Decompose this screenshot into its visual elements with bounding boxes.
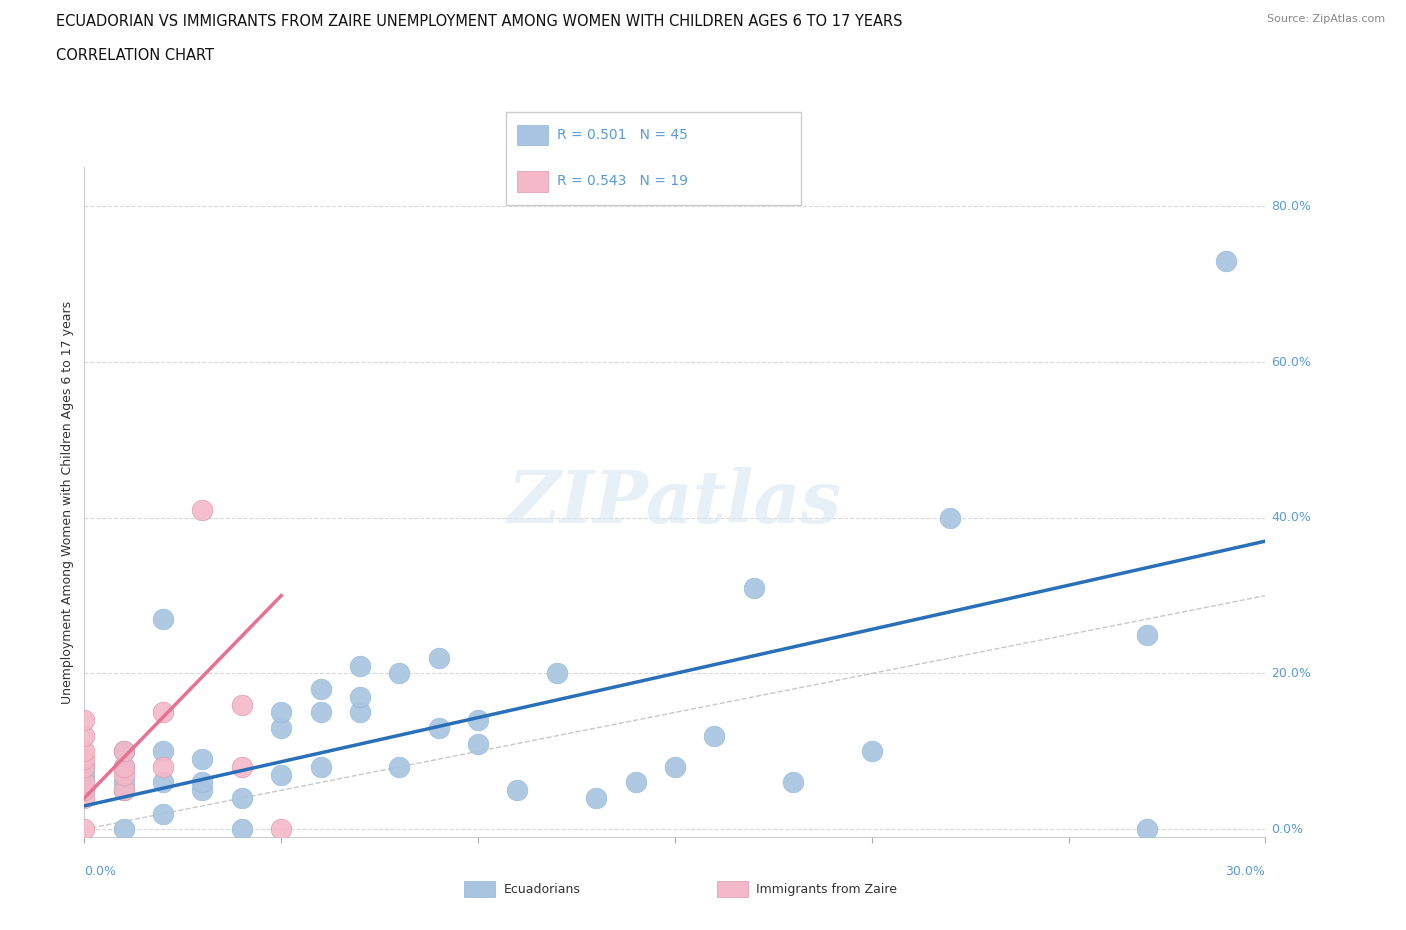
Text: Ecuadorians: Ecuadorians [503,883,581,896]
Point [270,705,292,720]
Point [152,612,174,627]
Point [309,682,332,697]
Point [231,698,253,712]
Point [270,767,292,782]
Point [939,511,962,525]
Point [349,689,371,704]
Point [73,790,96,805]
Point [73,751,96,766]
Point [152,806,174,821]
Point [73,767,96,782]
Point [231,760,253,775]
Point [112,744,135,759]
Point [191,751,214,766]
Point [112,744,135,759]
Text: R = 0.501   N = 45: R = 0.501 N = 45 [557,127,688,142]
Point [349,705,371,720]
Point [231,822,253,837]
Point [309,760,332,775]
Point [1136,822,1159,837]
Text: 30.0%: 30.0% [1226,865,1265,878]
Point [73,822,96,837]
Point [349,658,371,673]
Point [624,775,647,790]
Point [664,760,686,775]
Point [73,783,96,798]
Text: 0.0%: 0.0% [84,865,117,878]
Text: R = 0.543   N = 19: R = 0.543 N = 19 [557,174,688,189]
Point [742,580,765,595]
Point [112,760,135,775]
Point [1136,627,1159,642]
Y-axis label: Unemployment Among Women with Children Ages 6 to 17 years: Unemployment Among Women with Children A… [60,300,75,704]
Point [112,783,135,798]
Point [112,767,135,782]
Point [309,705,332,720]
Point [427,650,450,665]
Point [270,822,292,837]
Point [506,783,529,798]
Point [270,721,292,736]
Point [191,502,214,517]
Point [73,775,96,790]
Point [467,737,489,751]
Point [388,760,411,775]
Point [152,775,174,790]
Point [152,760,174,775]
Text: 20.0%: 20.0% [1271,667,1310,680]
Text: ECUADORIAN VS IMMIGRANTS FROM ZAIRE UNEMPLOYMENT AMONG WOMEN WITH CHILDREN AGES : ECUADORIAN VS IMMIGRANTS FROM ZAIRE UNEM… [56,14,903,29]
Point [112,783,135,798]
Point [467,712,489,727]
Point [112,822,135,837]
Point [388,666,411,681]
Point [73,712,96,727]
Text: ZIPatlas: ZIPatlas [508,467,842,538]
Point [546,666,568,681]
Point [73,728,96,743]
Point [152,744,174,759]
Text: 60.0%: 60.0% [1271,355,1310,368]
Point [585,790,607,805]
Point [112,760,135,775]
Text: 80.0%: 80.0% [1271,200,1310,213]
Text: CORRELATION CHART: CORRELATION CHART [56,48,214,63]
Point [73,760,96,775]
Point [152,705,174,720]
Point [191,783,214,798]
Point [231,790,253,805]
Text: 40.0%: 40.0% [1271,512,1310,525]
Text: 0.0%: 0.0% [1271,823,1303,836]
Text: Immigrants from Zaire: Immigrants from Zaire [756,883,897,896]
Point [427,721,450,736]
Point [73,783,96,798]
Point [112,775,135,790]
Point [703,728,725,743]
Text: Source: ZipAtlas.com: Source: ZipAtlas.com [1267,14,1385,24]
Point [782,775,804,790]
Point [73,760,96,775]
Point [191,775,214,790]
Point [1215,253,1237,268]
Point [860,744,883,759]
Point [73,744,96,759]
